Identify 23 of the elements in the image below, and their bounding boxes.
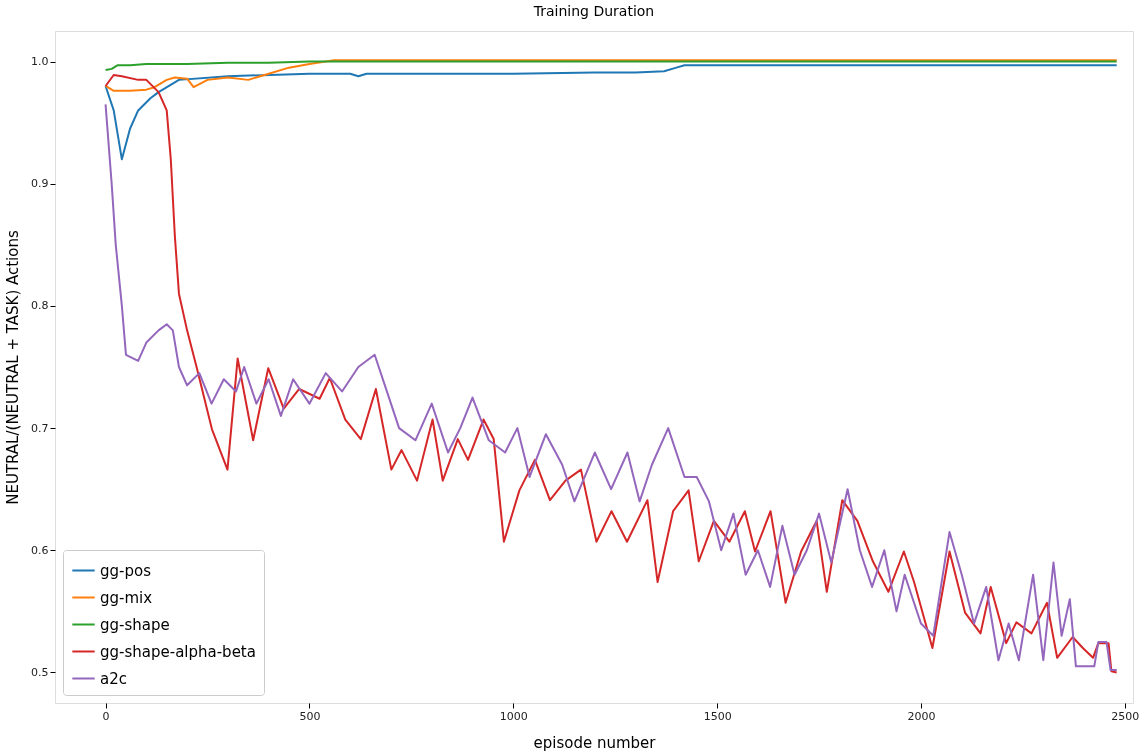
- chart-title: Training Duration: [532, 3, 655, 19]
- y-tick-label: 0.6: [31, 543, 49, 557]
- legend-label: gg-mix: [100, 588, 153, 607]
- y-tick-label: 0.7: [31, 421, 49, 435]
- y-tick-label: 1.0: [31, 55, 49, 69]
- y-tick-label: 0.5: [31, 665, 49, 679]
- y-tick-label: 0.9: [31, 177, 49, 191]
- line-series: [104, 60, 1118, 72]
- y-axis-title: NEUTRAL/(NEUTRAL + TASK) Actions: [4, 230, 23, 505]
- legend-label: a2c: [100, 669, 127, 688]
- x-tick-label: 0: [102, 709, 110, 723]
- x-axis-title: episode number: [533, 733, 657, 752]
- line-series: [104, 59, 1118, 92]
- x-tick-label: 2500: [1111, 709, 1140, 723]
- x-tick-label: 1000: [499, 709, 528, 723]
- x-tick-label: 1500: [703, 709, 732, 723]
- legend-label: gg-pos: [100, 561, 152, 580]
- x-tick-label: 2000: [907, 709, 936, 723]
- y-tick-label: 0.8: [31, 299, 49, 313]
- legend-label: gg-shape: [100, 615, 170, 634]
- legend-label: gg-shape-alpha-beta: [100, 642, 256, 661]
- x-tick-label: 500: [299, 709, 321, 723]
- line-series: [104, 64, 1118, 161]
